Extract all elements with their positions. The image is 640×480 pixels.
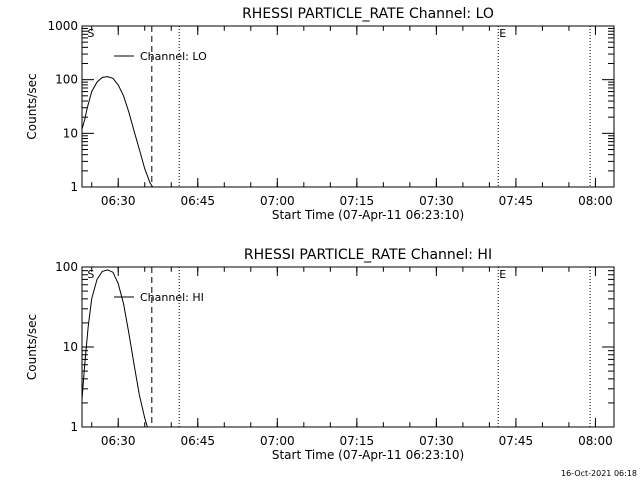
chart-title: RHESSI PARTICLE_RATE Channel: HI [244, 247, 492, 263]
footer-timestamp: 16-Oct-2021 06:18 [561, 469, 637, 478]
x-tick-label: 07:30 [419, 194, 454, 208]
y-tick-label: 1 [70, 420, 78, 434]
x-tick-label: 07:00 [260, 434, 295, 448]
x-tick-label: 06:30 [101, 434, 136, 448]
chart-title: RHESSI PARTICLE_RATE Channel: LO [242, 6, 494, 22]
marker-label: S [87, 27, 94, 40]
marker-label: E [499, 27, 506, 40]
chart-panel-lo: RHESSI PARTICLE_RATE Channel: LO 1 10 100 10… [25, 6, 615, 222]
y-tick-label: 10 [63, 340, 78, 354]
x-axis-label: Start Time (07-Apr-11 06:23:10) [272, 448, 464, 462]
marker-label: E [499, 268, 506, 281]
x-tick-label: 06:45 [180, 434, 215, 448]
x-tick-label: 07:30 [419, 434, 454, 448]
x-tick-label: 07:15 [340, 194, 375, 208]
x-tick-label: 06:45 [180, 194, 215, 208]
plot-frame [81, 25, 615, 188]
chart-panel-hi: RHESSI PARTICLE_RATE Channel: HI 1 10 100 06… [25, 247, 615, 462]
y-axis-label: Counts/sec [25, 314, 39, 380]
y-tick-label: 10 [63, 126, 78, 140]
x-tick-label: 06:30 [101, 194, 136, 208]
y-tick-label: 1000 [47, 19, 78, 33]
y-tick-label: 100 [55, 73, 78, 87]
legend-entry: Channel: LO [140, 50, 207, 63]
x-axis-label: Start Time (07-Apr-11 06:23:10) [272, 208, 464, 222]
legend-entry: Channel: HI [140, 291, 204, 304]
x-tick-label: 08:00 [578, 194, 613, 208]
y-axis-label: Counts/sec [25, 73, 39, 139]
series-line [81, 76, 154, 188]
y-tick-label: 100 [55, 260, 78, 274]
x-tick-label: 07:45 [499, 434, 534, 448]
x-tick-label: 07:45 [499, 194, 534, 208]
x-tick-label: 07:15 [340, 434, 375, 448]
marker-label: S [87, 268, 94, 281]
x-tick-label: 07:00 [260, 194, 295, 208]
series-line [81, 269, 148, 428]
x-tick-label: 08:00 [578, 434, 613, 448]
y-tick-label: 1 [70, 180, 78, 194]
